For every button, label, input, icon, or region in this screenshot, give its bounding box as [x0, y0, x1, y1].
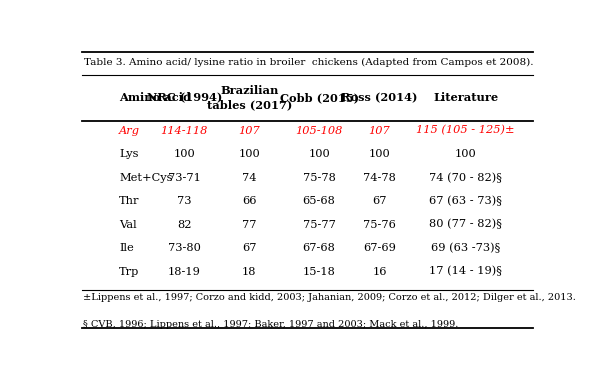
- Text: 67: 67: [242, 243, 257, 253]
- Text: 73: 73: [177, 196, 191, 206]
- Text: Trp: Trp: [119, 266, 140, 276]
- Text: Ile: Ile: [119, 243, 134, 253]
- Text: 67-69: 67-69: [363, 243, 396, 253]
- Text: § CVB, 1996; Lippens et al., 1997; Baker, 1997 and 2003; Mack et al., 1999.: § CVB, 1996; Lippens et al., 1997; Baker…: [83, 321, 459, 330]
- Text: 100: 100: [455, 149, 476, 159]
- Text: 107: 107: [239, 126, 260, 135]
- Text: Brazilian
tables (2017): Brazilian tables (2017): [206, 85, 292, 110]
- Text: 18-19: 18-19: [168, 266, 201, 276]
- Text: 67-68: 67-68: [302, 243, 335, 253]
- Text: 75-77: 75-77: [302, 219, 335, 230]
- Text: 75-76: 75-76: [363, 219, 396, 230]
- Text: 67 (63 - 73)§: 67 (63 - 73)§: [429, 196, 502, 206]
- Text: Met+Cys: Met+Cys: [119, 173, 173, 183]
- Text: 16: 16: [373, 266, 387, 276]
- Text: 73-71: 73-71: [168, 173, 201, 183]
- Text: 66: 66: [242, 196, 257, 206]
- Text: 100: 100: [368, 149, 391, 159]
- Text: 74-78: 74-78: [363, 173, 396, 183]
- Text: Arg: Arg: [119, 126, 140, 135]
- Text: Lys: Lys: [119, 149, 139, 159]
- Text: 114-118: 114-118: [161, 126, 208, 135]
- Text: 82: 82: [177, 219, 191, 230]
- Text: 67: 67: [373, 196, 387, 206]
- Text: 75-78: 75-78: [302, 173, 335, 183]
- Text: Literature: Literature: [433, 92, 498, 103]
- Text: Table 3. Amino acid/ lysine ratio in broiler  chickens (Adapted from Campos et 2: Table 3. Amino acid/ lysine ratio in bro…: [84, 58, 534, 67]
- Text: 17 (14 - 19)§: 17 (14 - 19)§: [429, 266, 502, 277]
- Text: 100: 100: [308, 149, 330, 159]
- Text: 105-108: 105-108: [295, 126, 343, 135]
- Text: 18: 18: [242, 266, 257, 276]
- Text: 65-68: 65-68: [302, 196, 335, 206]
- Text: 77: 77: [242, 219, 257, 230]
- Text: 69 (63 -73)§: 69 (63 -73)§: [431, 243, 500, 253]
- Text: 74 (70 - 82)§: 74 (70 - 82)§: [429, 172, 502, 183]
- Text: Thr: Thr: [119, 196, 140, 206]
- Text: 74: 74: [242, 173, 257, 183]
- Text: 107: 107: [368, 126, 391, 135]
- Text: 73-80: 73-80: [168, 243, 201, 253]
- Text: 80 (77 - 82)§: 80 (77 - 82)§: [429, 219, 502, 230]
- Text: Cobb (2015): Cobb (2015): [280, 92, 359, 103]
- Text: NRC (1994): NRC (1994): [146, 92, 222, 103]
- Text: Ross (2014): Ross (2014): [341, 92, 418, 103]
- Text: 100: 100: [239, 149, 260, 159]
- Text: Val: Val: [119, 219, 137, 230]
- Text: Amino acid: Amino acid: [119, 92, 191, 103]
- Text: 115 (105 - 125)±: 115 (105 - 125)±: [416, 125, 515, 136]
- Text: 15-18: 15-18: [302, 266, 335, 276]
- Text: ±Lippens et al., 1997; Corzo and kidd, 2003; Jahanian, 2009; Corzo et al., 2012;: ±Lippens et al., 1997; Corzo and kidd, 2…: [83, 293, 576, 302]
- Text: 100: 100: [173, 149, 195, 159]
